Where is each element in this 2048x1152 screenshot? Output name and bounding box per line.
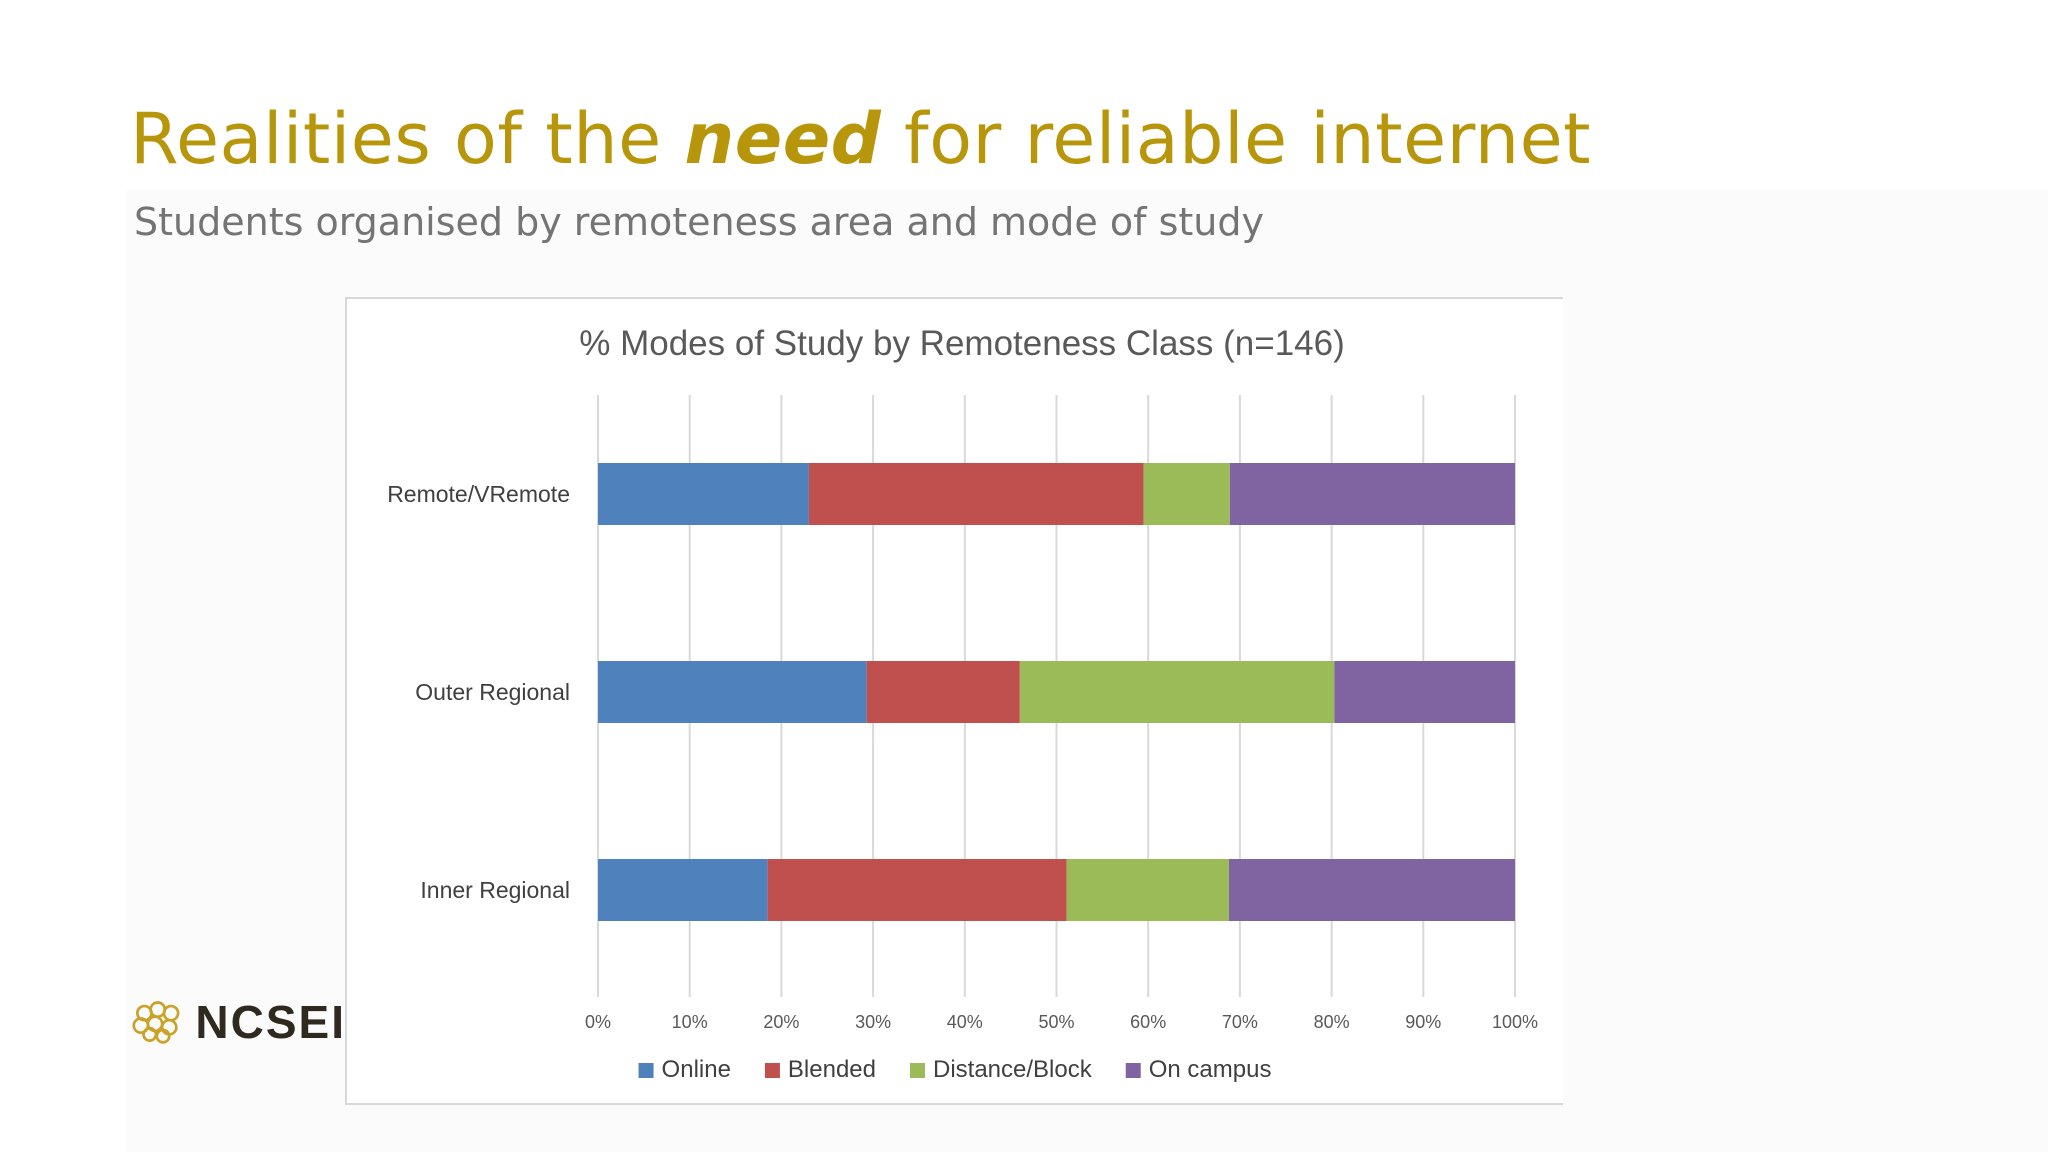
legend-swatch xyxy=(638,1063,654,1078)
x-tick-label: 80% xyxy=(1314,1012,1350,1032)
bar-segment xyxy=(598,859,768,921)
bar-segment xyxy=(598,661,867,723)
bar-segment xyxy=(1066,859,1229,921)
category-labels: Remote/VRemote Outer Regional Inner Region… xyxy=(387,481,570,903)
legend-swatch xyxy=(764,1063,780,1078)
legend-label: Online xyxy=(662,1056,731,1083)
bar-segment xyxy=(767,859,1067,921)
x-tick-label: 0% xyxy=(585,1012,611,1032)
bar-segment xyxy=(1019,661,1335,723)
legend-label: On campus xyxy=(1149,1056,1272,1083)
x-axis-ticks: 0% 10% 20% 30% 40% 50% 60% 70% 80% 90% 100% xyxy=(585,1012,1538,1032)
title-text-start: Realities of the xyxy=(130,98,685,180)
bars xyxy=(598,463,1515,921)
x-tick-label: 60% xyxy=(1130,1012,1166,1032)
bar-segment xyxy=(1229,463,1515,525)
chart-panel: % Modes of Study by Remoteness Class (n=… xyxy=(345,297,1563,1105)
x-tick-label: 40% xyxy=(947,1012,983,1032)
legend-item: On campus xyxy=(1125,1056,1272,1083)
logo-mark-icon xyxy=(132,1001,180,1044)
category-label: Inner Regional xyxy=(420,877,570,903)
x-tick-label: 10% xyxy=(672,1012,708,1032)
bar-segment xyxy=(598,463,809,525)
x-tick-label: 100% xyxy=(1492,1012,1538,1032)
title-text-end: for reliable internet xyxy=(881,98,1592,180)
bar-segment xyxy=(808,463,1144,525)
slide-subtitle: Students organised by remoteness area an… xyxy=(134,200,1264,244)
legend-label: Blended xyxy=(788,1056,876,1083)
slide-title: Realities of the need for reliable inter… xyxy=(130,98,1591,180)
stacked-bar-chart: % Modes of Study by Remoteness Class (n=… xyxy=(387,324,1538,1083)
legend-swatch xyxy=(1125,1063,1141,1078)
legend-item: Blended xyxy=(764,1056,876,1083)
legend-items: Online Blended Distance/Block On campus xyxy=(638,1056,1272,1083)
x-tick-label: 70% xyxy=(1222,1012,1258,1032)
x-tick-label: 30% xyxy=(855,1012,891,1032)
legend-item: Online xyxy=(638,1056,731,1083)
x-tick-label: 50% xyxy=(1038,1012,1074,1032)
bar-segment xyxy=(866,661,1020,723)
title-emphasis: need xyxy=(684,98,882,180)
legend: Online Blended Distance/Block On campus xyxy=(638,1056,1272,1083)
x-tick-label: 90% xyxy=(1405,1012,1441,1032)
category-label: Outer Regional xyxy=(415,679,570,705)
bar-segment xyxy=(1334,661,1515,723)
bar-segment xyxy=(1228,859,1515,921)
x-tick-label: 20% xyxy=(763,1012,799,1032)
ncsehe-logo: NCSEI xyxy=(132,996,346,1048)
logo-text: NCSEI xyxy=(195,996,346,1048)
chart-title: % Modes of Study by Remoteness Class (n=… xyxy=(579,324,1345,363)
legend-label: Distance/Block xyxy=(933,1056,1093,1083)
legend-swatch xyxy=(910,1063,925,1078)
legend-item: Distance/Block xyxy=(910,1056,1093,1083)
category-label: Remote/VRemote xyxy=(387,481,570,507)
bar-segment xyxy=(1143,463,1230,525)
